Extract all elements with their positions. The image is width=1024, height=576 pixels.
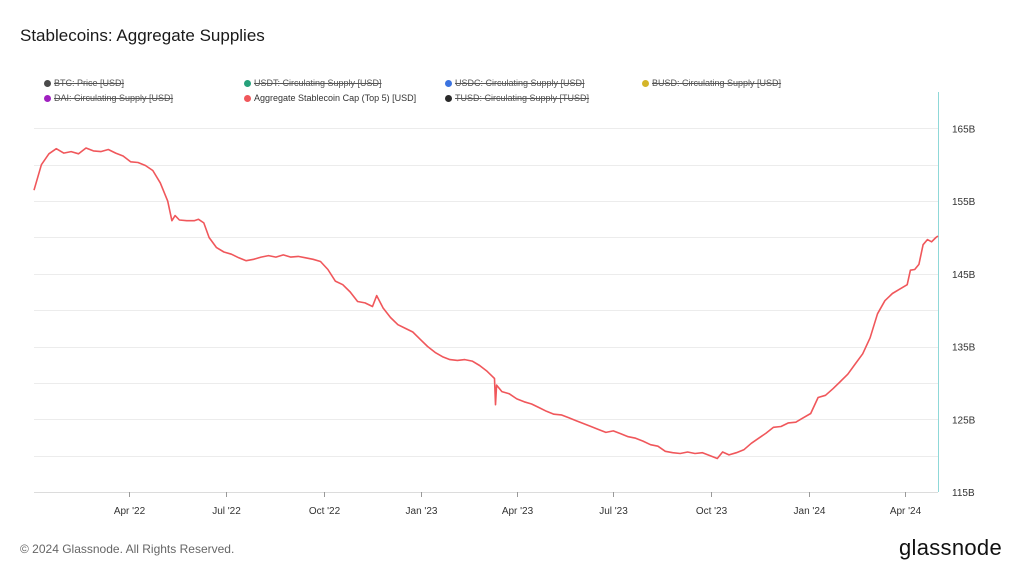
legend-item-tusd-supply[interactable]: TUSD: Circulating Supply [TUSD] — [445, 93, 589, 103]
x-tick-label: Oct '23 — [696, 506, 728, 517]
y-tick-label: 165B — [952, 124, 976, 135]
legend-item-busd-supply[interactable]: BUSD: Circulating Supply [USD] — [642, 78, 781, 88]
y-tick-label: 145B — [952, 270, 976, 281]
legend-item-dai-supply[interactable]: DAI: Circulating Supply [USD] — [44, 93, 173, 103]
legend-label: TUSD: Circulating Supply [TUSD] — [455, 93, 590, 103]
chart-title: Stablecoins: Aggregate Supplies — [20, 26, 265, 45]
x-tick-label: Apr '24 — [890, 506, 922, 517]
x-tick-label: Apr '22 — [114, 506, 146, 517]
legend-item-btc-price[interactable]: BTC: Price [USD] — [44, 78, 124, 88]
y-tick-label: 135B — [952, 343, 976, 354]
x-tick-label: Jan '23 — [406, 506, 438, 517]
y-axis: 115B 125B 135B 145B 155B 165B — [952, 124, 976, 499]
legend-label: BTC: Price [USD] — [54, 78, 125, 88]
legend-label: DAI: Circulating Supply [USD] — [54, 93, 174, 103]
legend-label: USDT: Circulating Supply [USD] — [254, 78, 382, 88]
y-tick-label: 115B — [952, 488, 975, 499]
grid — [34, 128, 938, 493]
legend-item-usdt-supply[interactable]: USDT: Circulating Supply [USD] — [244, 78, 382, 88]
legend-dot-icon — [445, 79, 452, 87]
series-line-aggregate-cap — [33, 147, 939, 460]
x-tick-label: Jul '23 — [599, 506, 628, 517]
legend-dot-icon — [244, 94, 251, 102]
x-axis: Apr '22 Jul '22 Oct '22 Jan '23 Apr '23 Jul '… — [114, 492, 922, 517]
glassnode-logo: glassnode — [899, 535, 1002, 560]
legend-label: Aggregate Stablecoin Cap (Top 5) [USD] — [254, 93, 417, 103]
legend-dot-icon — [642, 79, 649, 87]
x-tick-label: Jul '22 — [212, 506, 241, 517]
legend-dot-icon — [244, 79, 251, 87]
legend-dot-icon — [44, 79, 51, 87]
x-tick-label: Apr '23 — [502, 506, 534, 517]
x-tick-label: Jan '24 — [794, 506, 826, 517]
legend-dot-icon — [445, 94, 452, 102]
y-tick-label: 125B — [952, 415, 976, 426]
legend-label: BUSD: Circulating Supply [USD] — [652, 78, 782, 88]
legend-label: USDC: Circulating Supply [USD] — [455, 78, 585, 88]
copyright-text: © 2024 Glassnode. All Rights Reserved. — [20, 542, 235, 556]
legend-item-usdc-supply[interactable]: USDC: Circulating Supply [USD] — [445, 78, 585, 88]
legend: BTC: Price [USD] USDT: Circulating Suppl… — [44, 78, 844, 112]
y-tick-label: 155B — [952, 197, 976, 208]
legend-dot-icon — [44, 94, 51, 102]
series-layer — [33, 147, 939, 460]
legend-item-aggregate-cap[interactable]: Aggregate Stablecoin Cap (Top 5) [USD] — [244, 93, 416, 103]
x-tick-label: Oct '22 — [309, 506, 341, 517]
